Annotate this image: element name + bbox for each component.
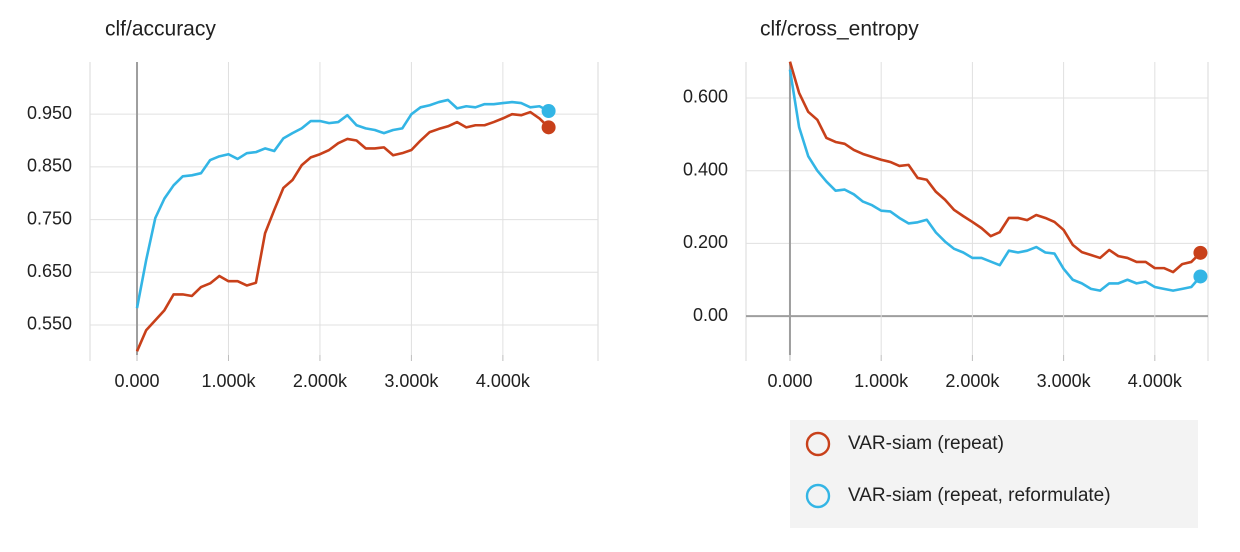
chart-title: clf/accuracy bbox=[105, 18, 216, 41]
y-tick-label: 0.00 bbox=[693, 305, 728, 325]
y-tick-label: 0.600 bbox=[683, 87, 728, 107]
legend-box bbox=[790, 420, 1198, 528]
x-tick-label: 3.000k bbox=[1037, 371, 1092, 391]
y-tick-label: 0.550 bbox=[27, 314, 72, 334]
y-tick-label: 0.650 bbox=[27, 261, 72, 281]
y-tick-label: 0.750 bbox=[27, 208, 72, 228]
x-tick-label: 0.000 bbox=[767, 371, 812, 391]
legend: VAR-siam (repeat) VAR-siam (repeat, refor… bbox=[790, 420, 1198, 528]
legend-label: VAR-siam (repeat) bbox=[848, 433, 1004, 454]
endpoint-marker bbox=[1193, 269, 1208, 284]
x-tick-label: 2.000k bbox=[945, 371, 1000, 391]
series-line bbox=[135, 98, 550, 309]
series-line bbox=[135, 110, 550, 352]
x-tick-label: 0.000 bbox=[114, 371, 159, 391]
y-tick-label: 0.200 bbox=[683, 232, 728, 252]
y-tick-label: 0.950 bbox=[27, 103, 72, 123]
legend-label: VAR-siam (repeat, reformulate) bbox=[848, 485, 1111, 506]
x-tick-label: 2.000k bbox=[293, 371, 348, 391]
x-tick-label: 1.000k bbox=[854, 371, 909, 391]
endpoint-marker bbox=[541, 120, 556, 135]
y-tick-label: 0.400 bbox=[683, 159, 728, 179]
legend-swatch bbox=[805, 483, 831, 509]
y-tick-label: 0.850 bbox=[27, 156, 72, 176]
endpoint-marker bbox=[1193, 245, 1208, 260]
x-tick-label: 4.000k bbox=[476, 371, 531, 391]
x-tick-label: 3.000k bbox=[384, 371, 439, 391]
endpoint-marker bbox=[541, 104, 556, 119]
series-line bbox=[788, 69, 1202, 292]
legend-swatch bbox=[805, 431, 831, 457]
series-line bbox=[788, 61, 1202, 274]
x-tick-label: 1.000k bbox=[201, 371, 256, 391]
chart-title: clf/cross_entropy bbox=[760, 18, 919, 41]
x-tick-label: 4.000k bbox=[1128, 371, 1183, 391]
